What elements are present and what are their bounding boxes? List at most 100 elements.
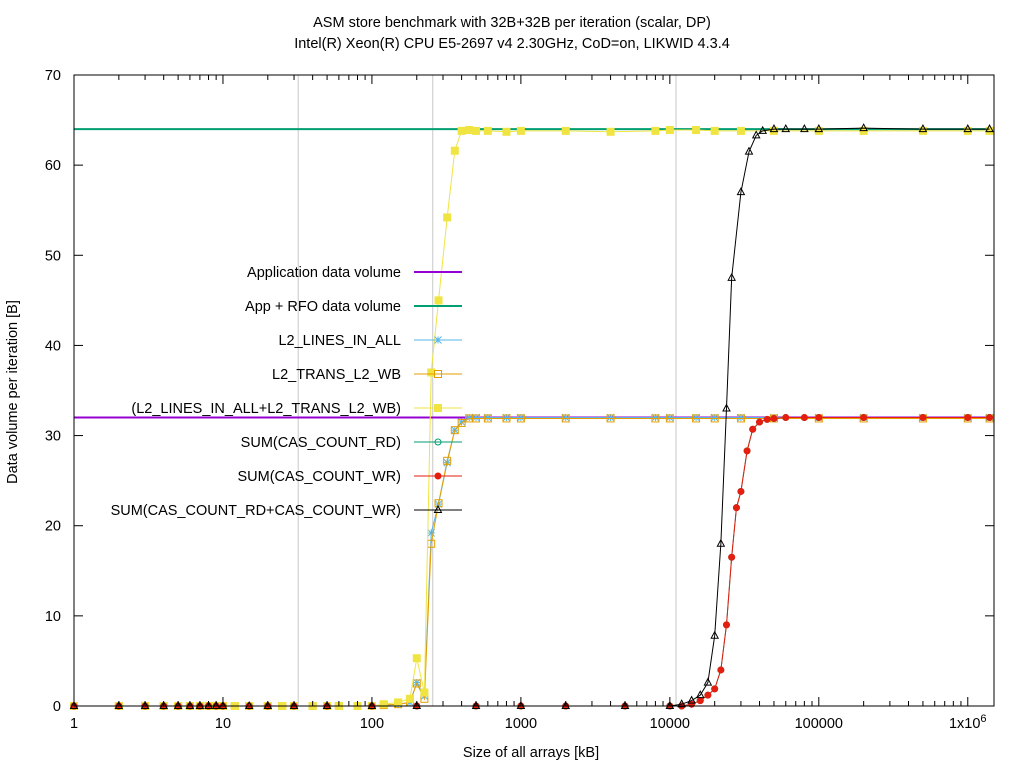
data-point (457, 126, 466, 135)
legend-label: SUM(CAS_COUNT_RD+CAS_COUNT_WR) (111, 503, 401, 519)
series-5 (70, 414, 994, 710)
data-point (516, 126, 525, 135)
legend-label: L2_LINES_IN_ALL (278, 333, 401, 349)
data-point (651, 414, 660, 423)
y-tick-label: 60 (45, 158, 61, 174)
chart-title: ASM store benchmark with 32B+32B per ite… (313, 15, 711, 31)
legend-item: SUM(CAS_COUNT_RD+CAS_COUNT_WR) (111, 503, 462, 519)
data-point (263, 700, 273, 709)
legend-item: L2_LINES_IN_ALL (278, 333, 462, 349)
data-point (465, 125, 474, 134)
data-point (322, 700, 332, 709)
data-point (502, 127, 511, 136)
data-point (736, 126, 745, 135)
x-tick-label: 10 (215, 716, 231, 732)
legend-item: App + RFO data volume (245, 299, 462, 315)
data-point (434, 296, 443, 305)
data-point (756, 418, 764, 426)
data-point (728, 553, 736, 561)
legend: Application data volume App + RFO data vo… (111, 265, 462, 519)
data-point (737, 487, 745, 495)
data-point (963, 126, 972, 135)
data-point (606, 127, 615, 136)
x-tick-label: 1 (70, 716, 78, 732)
data-point (703, 677, 713, 686)
data-point (692, 414, 701, 423)
y-tick-label: 50 (45, 248, 61, 264)
data-point (516, 700, 526, 709)
data-point (367, 700, 377, 709)
data-point (732, 504, 740, 512)
data-point (727, 272, 736, 281)
y-axis-label: Data volume per iteration [B] (5, 300, 21, 484)
y-tick-label: 10 (45, 609, 61, 625)
data-point (665, 700, 675, 709)
data-point (472, 126, 481, 135)
data-point (763, 415, 771, 423)
data-point (211, 700, 221, 709)
legend-label: L2_TRANS_L2_WB (272, 367, 401, 383)
data-point (434, 404, 442, 412)
data-point (173, 700, 183, 709)
data-point (140, 700, 150, 709)
data-point (751, 130, 761, 139)
data-point (769, 126, 778, 135)
series-2 (70, 413, 994, 710)
data-point (722, 403, 731, 412)
legend-label: App + RFO data volume (245, 299, 401, 315)
data-point (159, 700, 169, 709)
x-tick-label: 100000 (795, 716, 843, 732)
data-point (434, 336, 442, 344)
series-line (74, 417, 990, 707)
data-point (561, 414, 570, 423)
data-point (443, 213, 452, 222)
data-point (412, 654, 421, 663)
y-tick-label: 70 (45, 68, 61, 84)
legend-label: SUM(CAS_COUNT_WR) (237, 469, 401, 485)
data-point (769, 124, 779, 133)
data-point (502, 414, 511, 423)
data-point (434, 438, 442, 446)
data-point (379, 700, 388, 709)
data-point (483, 126, 492, 135)
x-tick-label: 10000 (650, 716, 690, 732)
y-tick-label: 40 (45, 338, 61, 354)
data-point (434, 370, 442, 378)
data-point (814, 126, 823, 135)
data-point (69, 700, 79, 709)
data-point (561, 700, 571, 709)
data-point (986, 414, 994, 422)
data-point (918, 124, 928, 133)
data-point (919, 414, 927, 422)
data-point (814, 124, 824, 133)
data-point (471, 700, 481, 709)
data-point (695, 690, 705, 699)
data-point (114, 700, 124, 709)
data-point (770, 414, 778, 422)
x-axis-label: Size of all arrays [kB] (463, 745, 599, 761)
data-point (561, 126, 570, 135)
legend-item: SUM(CAS_COUNT_RD) (241, 435, 462, 451)
data-point (405, 694, 414, 703)
data-point (985, 124, 994, 133)
data-point (710, 630, 720, 639)
data-point (985, 126, 994, 135)
data-point (736, 187, 746, 196)
data-point (692, 125, 701, 134)
data-point (606, 414, 615, 423)
y-tick-label: 30 (45, 429, 61, 445)
data-point (457, 418, 466, 427)
x-tick-label: 1000 (505, 716, 537, 732)
series-3 (70, 414, 994, 710)
data-point (289, 700, 299, 709)
axes: 0 10 20 30 40 50 60 70 1 10 100 1000 10000 100000 1x10… (45, 68, 994, 732)
data-point (717, 666, 725, 674)
data-point (443, 456, 452, 465)
y-tick-label: 0 (53, 699, 61, 715)
data-point (800, 414, 808, 422)
data-point (716, 538, 726, 547)
data-point (743, 447, 751, 455)
x-tick-label: 100 (360, 716, 384, 732)
